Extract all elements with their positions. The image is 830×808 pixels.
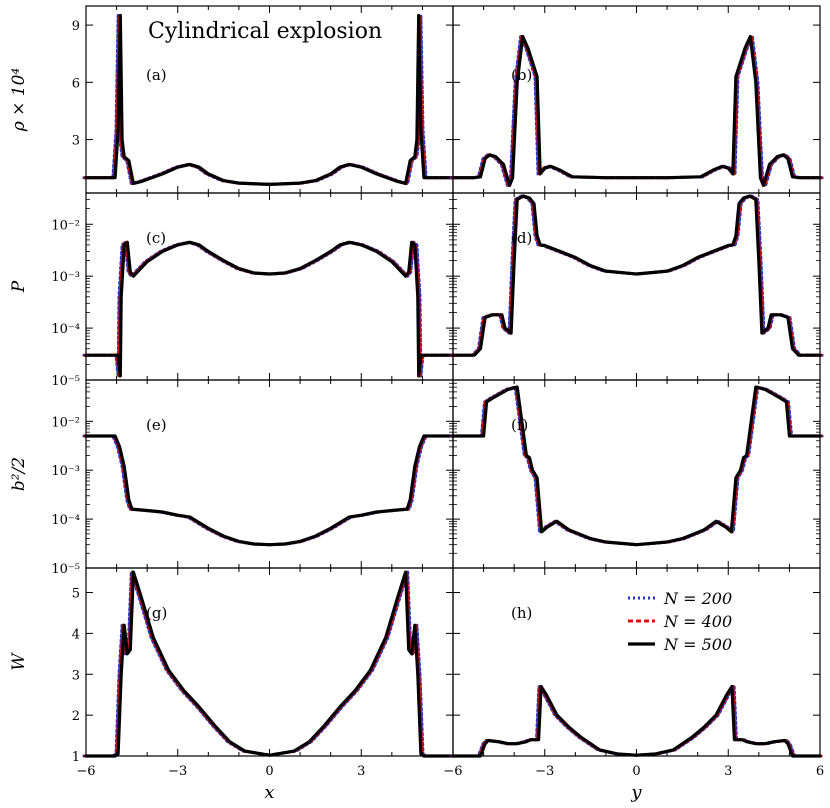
series-n200-panel-c: [82, 240, 457, 378]
panel-label-b: (b): [511, 66, 532, 84]
ytick-label-row0: 6: [72, 76, 80, 91]
series-n500-panel-a: [84, 13, 455, 186]
y-axis-label-row2: b²/2: [9, 457, 29, 491]
panel-label-f: (f): [511, 416, 528, 434]
series-n500-panel-f: [451, 385, 822, 547]
panel-label-e: (e): [146, 416, 167, 434]
panel-frame-e: [85, 379, 454, 569]
panel-label-a: (a): [146, 66, 167, 84]
xtick-label-x: 0: [265, 764, 273, 779]
x-axis-label-left: x: [264, 782, 274, 803]
ytick-label-row3: 4: [72, 627, 80, 642]
xtick-label-x: 3: [357, 764, 365, 779]
ytick-label-row2: 10⁻³: [51, 464, 80, 479]
xtick-label-x: −6: [76, 764, 95, 779]
panel-label-h: (h): [511, 604, 532, 622]
legend: N = 200 N = 400 N = 500: [628, 589, 732, 654]
panel-frame-f: [452, 379, 821, 569]
series-n400-panel-f: [450, 385, 823, 547]
panel-frame-b: [452, 5, 821, 194]
series-n400-panel-c: [83, 240, 456, 378]
xtick-label-y: 6: [816, 764, 824, 779]
ytick-label-row1: 10⁻³: [51, 270, 80, 285]
xtick-label-y: −6: [443, 764, 462, 779]
series-n500-panel-c: [84, 240, 455, 378]
ytick-label-row1: 10⁻⁵: [51, 374, 80, 389]
legend-label-n400: N = 400: [663, 612, 732, 631]
series-n400-panel-b: [450, 35, 823, 187]
series-n500-panel-e: [84, 434, 455, 547]
series-n200-panel-h: [449, 685, 824, 758]
panel-label-g: (g): [146, 604, 167, 622]
series-n200-panel-e: [82, 434, 457, 547]
ytick-label-row3: 5: [72, 587, 80, 602]
ytick-label-row3: 2: [72, 709, 80, 724]
y-axis-label-row1: P: [9, 280, 29, 293]
panel-frame-c: [85, 192, 454, 381]
series-n500-panel-h: [451, 684, 822, 758]
series-n200-panel-f: [449, 385, 824, 547]
series-n400-panel-g: [83, 570, 456, 758]
ytick-label-row0: 9: [72, 19, 80, 34]
legend-label-n500: N = 500: [663, 635, 732, 654]
ytick-label-row1: 10⁻²: [51, 218, 80, 233]
xtick-label-y: 3: [724, 764, 732, 779]
xtick-label-y: 0: [632, 764, 640, 779]
ytick-label-row2: 10⁻⁴: [51, 513, 80, 528]
xtick-label-x: −3: [168, 764, 187, 779]
series-n400-panel-h: [450, 685, 823, 758]
legend-label-n200: N = 200: [663, 589, 732, 608]
series-n500-panel-d: [451, 194, 822, 357]
series-n500-panel-g: [84, 570, 455, 758]
y-axis-label-row3: W: [9, 652, 29, 671]
ytick-label-row2: 10⁻²: [51, 415, 80, 430]
panel-frame-h: [452, 567, 821, 757]
series-n200-panel-b: [449, 35, 824, 187]
series-n400-panel-e: [83, 434, 456, 547]
panel-label-d: (d): [511, 229, 532, 247]
xtick-label-y: −3: [535, 764, 554, 779]
ytick-label-row2: 10⁻⁵: [51, 562, 80, 577]
x-axis-label-right: y: [630, 782, 642, 803]
ytick-label-row0: 3: [72, 134, 80, 149]
panel-label-c: (c): [146, 229, 166, 247]
series-n500-panel-b: [451, 34, 822, 187]
ytick-label-row3: 1: [72, 750, 80, 765]
y-axis-label-row0: ρ × 10⁴: [9, 68, 29, 133]
ytick-label-row3: 3: [72, 668, 80, 683]
chart-title: Cylindrical explosion: [148, 19, 382, 44]
ytick-label-row1: 10⁻⁴: [51, 322, 80, 337]
panel-frame-d: [452, 192, 821, 381]
